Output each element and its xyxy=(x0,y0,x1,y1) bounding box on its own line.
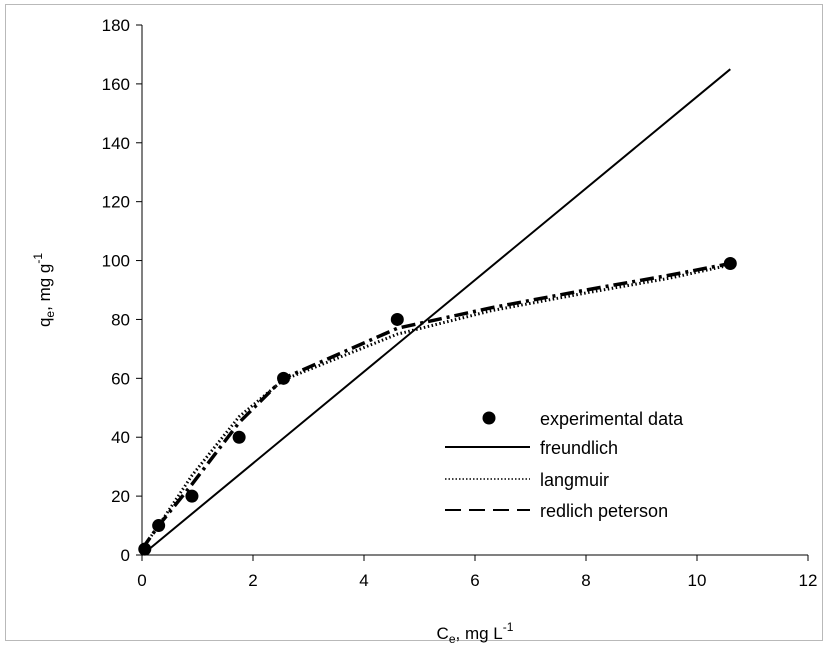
y-tick-label: 160 xyxy=(102,75,130,94)
x-tick-label: 2 xyxy=(248,571,257,590)
y-tick-label: 40 xyxy=(111,428,130,447)
x-tick-label: 10 xyxy=(688,571,707,590)
x-tick-label: 0 xyxy=(137,571,146,590)
x-tick-label: 8 xyxy=(581,571,590,590)
y-tick-label: 100 xyxy=(102,252,130,271)
x-tick-label: 4 xyxy=(359,571,368,590)
series-line-langmuir xyxy=(140,263,731,550)
x-tick-label: 12 xyxy=(799,571,818,590)
y-tick-label: 0 xyxy=(121,546,130,565)
x-axis-title: Ce, mg L-1 xyxy=(437,620,514,646)
y-tick-label: 120 xyxy=(102,193,130,212)
data-point-experimental-data xyxy=(232,430,246,444)
y-tick-label: 140 xyxy=(102,134,130,153)
y-axis-title: qe, mg g-1 xyxy=(31,253,57,327)
legend-label-freundlich: freundlich xyxy=(540,438,618,458)
y-tick-label: 80 xyxy=(111,310,130,329)
legend-label-langmuir: langmuir xyxy=(540,470,609,490)
legend: experimental data freundlich langmuir re… xyxy=(445,409,684,521)
plot-area xyxy=(138,68,737,556)
legend-label-experimental: experimental data xyxy=(540,409,684,429)
legend-marker-experimental xyxy=(482,411,496,425)
data-point-experimental-data xyxy=(185,489,199,503)
x-tick-label: 6 xyxy=(470,571,479,590)
axes xyxy=(141,25,808,556)
y-tick-label: 180 xyxy=(102,16,130,35)
y-tick-label: 60 xyxy=(111,369,130,388)
y-tick-label: 20 xyxy=(111,487,130,506)
x-ticks: 0 2 4 6 8 10 12 xyxy=(137,555,817,590)
y-ticks: 0 20 40 60 80 100 120 140 160 180 xyxy=(102,16,142,565)
series-line-freundlich xyxy=(141,68,731,556)
series-line-redlich-peterson xyxy=(140,261,731,551)
legend-label-redlich-peterson: redlich peterson xyxy=(540,501,668,521)
data-point-experimental-data xyxy=(390,312,404,326)
chart-frame xyxy=(5,4,823,641)
